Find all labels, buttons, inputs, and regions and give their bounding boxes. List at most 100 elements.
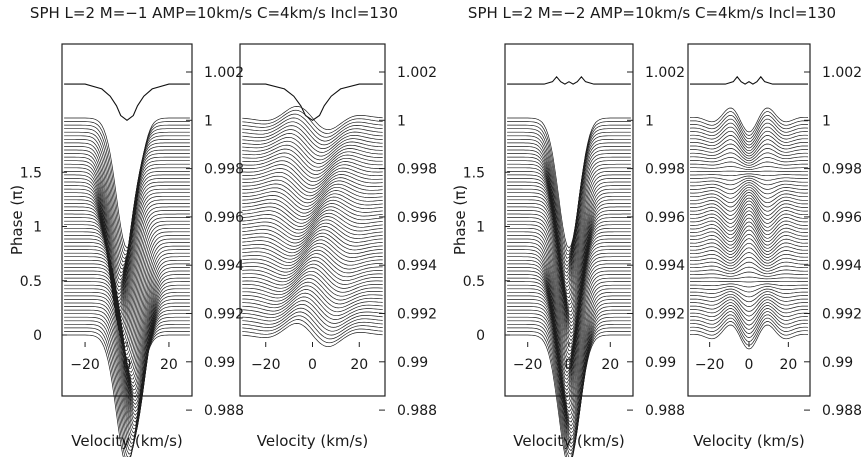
- stacked-profile-line: [690, 299, 808, 317]
- stacked-profile-line: [242, 177, 383, 200]
- chart-group-left: Phase (π) 0 0.5 1 1.5 −20 0 20 Velocity (km/s) 0.…: [8, 43, 437, 457]
- stacked-profile-line: [689, 210, 809, 236]
- stacked-profile-line: [242, 236, 383, 260]
- stacked-profile-line: [242, 140, 383, 164]
- stacked-profile-line: [690, 186, 808, 204]
- stacked-profile-line: [242, 285, 383, 309]
- stacked-profile-line: [64, 302, 190, 434]
- stacked-profile-line: [242, 263, 383, 286]
- stacked-profile-line: [690, 177, 808, 186]
- stacked-profile-line: [242, 222, 383, 247]
- stacked-profile-line: [64, 171, 190, 302]
- stacked-profile-line: [507, 252, 631, 384]
- stacked-profile-line: [507, 213, 631, 345]
- stacked-profile-line: [242, 256, 383, 279]
- stacked-profile-line: [507, 192, 631, 324]
- stacked-profile-line: [689, 203, 809, 228]
- stacked-profile-line: [507, 224, 631, 356]
- stacked-profile-line: [64, 277, 190, 409]
- stacked-profile-line: [507, 302, 631, 434]
- stacked-profile-line: [689, 118, 809, 143]
- stacked-profile-line: [507, 299, 631, 430]
- stacked-profile-line: [64, 117, 190, 249]
- stacked-profile-line: [507, 163, 631, 295]
- stacked-profile-line: [242, 315, 383, 340]
- stacked-profile-line: [689, 305, 809, 326]
- stacked-profile-line: [507, 327, 631, 457]
- stacked-profile-line: [242, 121, 383, 146]
- stacked-profile-line: [690, 130, 808, 152]
- stacked-profile-line: [507, 174, 631, 306]
- phase-axis-label: Phase (π): [451, 185, 469, 255]
- stacked-profile-line: [64, 174, 190, 306]
- stacked-profile-line: [242, 167, 383, 190]
- stacked-profile-line: [689, 126, 809, 149]
- stacked-profile-line: [242, 270, 383, 293]
- stacked-profile-line: [242, 226, 383, 250]
- flux-tick-label: 0.994: [645, 258, 685, 274]
- phase-tick-label: 1: [476, 220, 485, 236]
- phase-tick-label: 0.5: [20, 274, 42, 290]
- stacked-profile-line: [242, 203, 383, 227]
- x-tick-label: 20: [779, 357, 797, 373]
- x-tick-label: 20: [160, 357, 178, 373]
- stacked-profile-line: [242, 242, 383, 267]
- stacked-profile-line: [64, 167, 190, 299]
- stacked-profile-line: [507, 274, 631, 405]
- stacked-profile-line: [242, 152, 383, 175]
- x-tick-label: 0: [745, 357, 754, 373]
- stacked-profile-line: [242, 106, 383, 130]
- stacked-profile-line: [242, 160, 383, 183]
- stacked-profile-line: [689, 200, 809, 224]
- stacked-profile-line: [689, 238, 809, 258]
- stacked-profile-line: [690, 296, 808, 312]
- stacked-profile-line: [689, 114, 809, 140]
- stacked-profile-line: [690, 194, 808, 216]
- stacked-profile-line: [689, 233, 809, 255]
- stacked-profile-line: [689, 179, 809, 190]
- stacked-profile-line: [242, 199, 383, 224]
- flux-tick-label: 0.994: [397, 258, 437, 274]
- stacked-profile-line: [689, 256, 809, 269]
- stacked-profile-line: [689, 324, 809, 350]
- stacked-profile-line: [507, 313, 631, 445]
- stacked-profile-line: [242, 125, 383, 149]
- stacked-profile-line: [507, 156, 631, 288]
- flux-tick-label: 0.992: [822, 307, 861, 323]
- stacked-profile-line: [242, 216, 383, 241]
- stacked-profile-line: [64, 121, 190, 252]
- stacked-profile-line: [690, 276, 808, 280]
- stacked-profile-line: [507, 238, 631, 370]
- stacked-profile-line: [507, 138, 631, 270]
- stacked-profile-line: [507, 128, 631, 259]
- stacked-profile-line: [507, 203, 631, 334]
- flux-tick-label: 0.996: [397, 210, 437, 226]
- stacked-profile-line: [507, 249, 631, 381]
- stacked-profile-line: [507, 334, 631, 457]
- stacked-profile-line: [242, 304, 383, 328]
- stacked-profile-line: [242, 212, 383, 237]
- stacked-profile-line: [64, 323, 190, 455]
- flux-tick-label: 1: [645, 113, 654, 129]
- stacked-profile-line: [507, 288, 631, 419]
- flux-tick-label: 0.998: [645, 162, 685, 178]
- flux-tick-label: 1: [204, 113, 213, 129]
- stacked-profile-line: [689, 247, 809, 264]
- stacked-profile-line: [507, 121, 631, 252]
- stacked-profile-line: [689, 311, 809, 334]
- stacked-profile-line: [64, 128, 190, 260]
- phase-tick-label: 0: [33, 328, 42, 344]
- phase-tick-label: 0.5: [463, 274, 485, 290]
- stacked-profile-line: [64, 299, 190, 430]
- stacked-profile-line: [507, 242, 631, 374]
- stacked-profile-line: [689, 242, 809, 261]
- x-tick-label: −20: [70, 357, 100, 373]
- stacked-profile-line: [507, 167, 631, 299]
- stacked-profile-line: [242, 133, 383, 157]
- stacked-profile-line: [507, 323, 631, 455]
- stacked-profile-line: [64, 313, 190, 444]
- stacked-profile-line: [64, 281, 190, 413]
- residual-panel: −20 0 20 Velocity (km/s) 0.988 0.99 0.992 0.994…: [687, 43, 861, 450]
- stacked-profile-line: [690, 135, 808, 154]
- stacked-profile-line: [690, 111, 808, 136]
